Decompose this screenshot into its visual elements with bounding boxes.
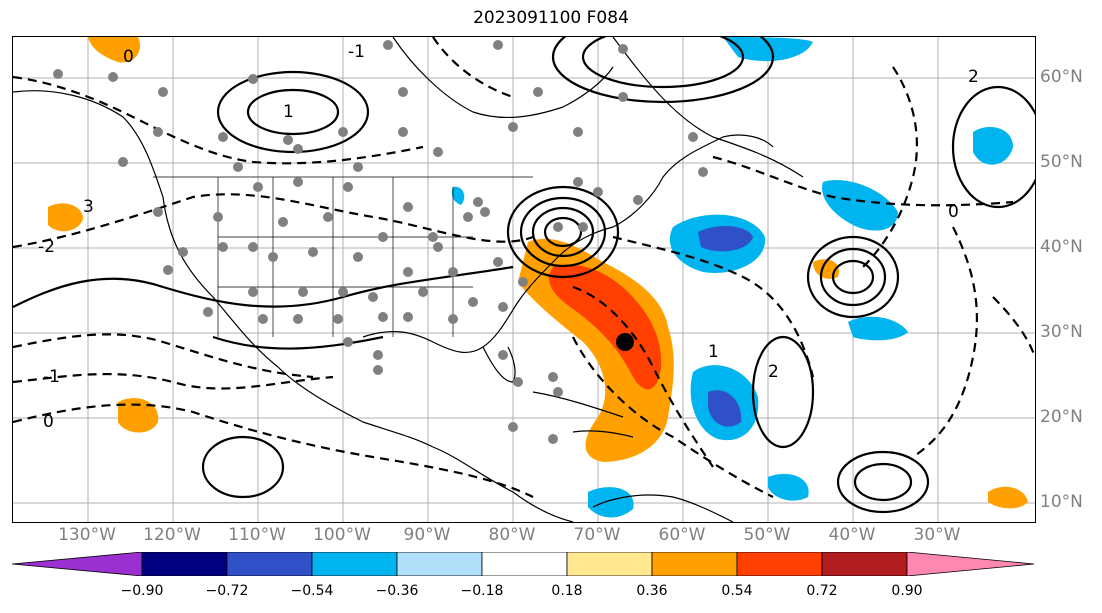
positive-anomaly-region bbox=[48, 203, 83, 232]
colorbar-tick-label: 0.54 bbox=[721, 583, 753, 599]
positive-anomaly-region bbox=[988, 486, 1028, 509]
coastlines bbox=[13, 37, 804, 522]
positive-contours bbox=[13, 37, 1035, 514]
latitude-label: 60°N bbox=[1040, 67, 1083, 87]
colorbar-tick-label: 0.18 bbox=[551, 583, 583, 599]
colorbar-tick-label: −0.36 bbox=[375, 583, 419, 599]
negative-anomaly-region bbox=[588, 487, 634, 518]
colorbar-tick-label: 0.72 bbox=[806, 583, 838, 599]
colorbar-tick-label: 0.36 bbox=[636, 583, 668, 599]
contour-label: -1 bbox=[348, 42, 365, 62]
longitude-label: 130°W bbox=[58, 525, 116, 545]
colorbar-extend-low bbox=[12, 552, 143, 576]
colorbar-tick-label: −0.72 bbox=[205, 583, 249, 599]
longitude-label: 70°W bbox=[573, 525, 621, 545]
colorbar bbox=[12, 552, 1034, 576]
latitude-label: 50°N bbox=[1040, 152, 1083, 172]
strong-negative-region bbox=[708, 390, 742, 427]
station-dots bbox=[53, 40, 708, 444]
contour-label: 3 bbox=[83, 197, 94, 217]
negative-contours bbox=[13, 37, 1035, 498]
strong-negative-region bbox=[698, 225, 753, 252]
contour-labels: -1 0 1 2 3 -2 0 1 2 0 -1 bbox=[38, 42, 979, 432]
contour-label: -2 bbox=[38, 237, 55, 257]
anomaly-shading bbox=[48, 37, 1028, 518]
longitude-label: 30°W bbox=[913, 525, 961, 545]
longitude-label: 60°W bbox=[658, 525, 706, 545]
colorbar-tick-label: 0.90 bbox=[891, 583, 923, 599]
positive-anomaly-region bbox=[118, 398, 159, 433]
longitude-label: 110°W bbox=[228, 525, 286, 545]
positive-anomaly-region bbox=[88, 37, 141, 63]
map-canvas: -1 0 1 2 3 -2 0 1 2 0 -1 bbox=[13, 37, 1035, 522]
longitude-label: 80°W bbox=[488, 525, 536, 545]
contour-label: 1 bbox=[708, 342, 719, 362]
negative-anomaly-region bbox=[768, 473, 809, 501]
colorbar-segment bbox=[141, 552, 228, 576]
latitude-label: 30°N bbox=[1040, 322, 1083, 342]
contour-label: 0 bbox=[948, 202, 959, 222]
contour-label: 2 bbox=[968, 67, 979, 87]
negative-anomaly-region bbox=[973, 127, 1013, 165]
longitude-label: 40°W bbox=[828, 525, 876, 545]
colorbar-segment bbox=[821, 552, 908, 576]
map-title: 2023091100 F084 bbox=[473, 8, 629, 28]
contour-label: 0 bbox=[43, 412, 54, 432]
longitude-label: 100°W bbox=[313, 525, 371, 545]
colorbar-tick-label: −0.54 bbox=[290, 583, 334, 599]
contour-label: -1 bbox=[43, 367, 60, 387]
negative-anomaly-region bbox=[451, 186, 465, 205]
negative-anomaly-region bbox=[723, 37, 813, 62]
map-panel: -1 0 1 2 3 -2 0 1 2 0 -1 bbox=[12, 36, 1036, 523]
latitude-label: 20°N bbox=[1040, 407, 1083, 427]
colorbar-segment bbox=[736, 552, 823, 576]
contour-label: 0 bbox=[123, 47, 134, 67]
longitude-label: 90°W bbox=[403, 525, 451, 545]
colorbar-segment bbox=[566, 552, 653, 576]
colorbar-segment bbox=[226, 552, 313, 576]
colorbar-extend-high bbox=[906, 552, 1034, 576]
strong-positive-region bbox=[549, 264, 662, 390]
colorbar-tick-label: −0.90 bbox=[120, 583, 164, 599]
contour-label: 1 bbox=[283, 102, 294, 122]
colorbar-segment bbox=[481, 552, 568, 576]
storm-center-marker bbox=[616, 333, 634, 351]
colorbar-segment bbox=[396, 552, 483, 576]
longitude-label: 50°W bbox=[743, 525, 791, 545]
contour-label: 2 bbox=[768, 362, 779, 382]
latitude-label: 40°N bbox=[1040, 237, 1083, 257]
latitude-label: 10°N bbox=[1040, 492, 1083, 512]
negative-anomaly-region bbox=[822, 180, 898, 231]
colorbar-tick-label: −0.18 bbox=[460, 583, 504, 599]
colorbar-segment bbox=[651, 552, 738, 576]
colorbar-segment bbox=[311, 552, 398, 576]
longitude-label: 120°W bbox=[143, 525, 201, 545]
negative-anomaly-region bbox=[848, 316, 908, 341]
